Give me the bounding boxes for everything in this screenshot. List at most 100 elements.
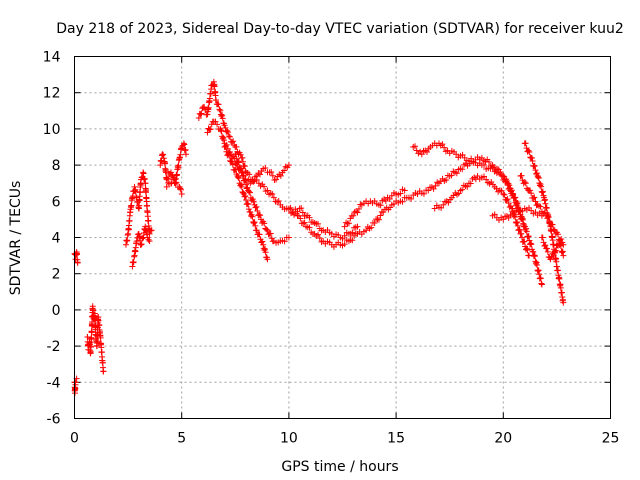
data-point-marker — [501, 191, 508, 198]
data-point-marker — [221, 122, 228, 129]
data-point-marker — [268, 169, 275, 176]
data-point-marker — [354, 209, 361, 216]
data-point-marker — [537, 203, 544, 210]
data-point-marker — [239, 158, 246, 165]
data-point-marker — [500, 191, 507, 198]
data-point-marker — [557, 242, 564, 249]
data-point-marker — [560, 252, 567, 259]
data-point-marker — [273, 176, 280, 183]
data-point-marker — [530, 195, 537, 202]
data-point-marker — [250, 178, 257, 185]
data-point-marker — [522, 180, 529, 187]
data-point-marker — [133, 238, 140, 245]
data-point-marker — [538, 281, 545, 288]
data-point-marker — [514, 219, 521, 226]
data-point-marker — [531, 162, 538, 169]
data-point-marker — [217, 127, 224, 134]
data-point-marker — [432, 182, 439, 189]
data-point-marker — [229, 139, 236, 146]
data-point-marker — [195, 115, 202, 122]
x-tick-label: 0 — [70, 431, 79, 447]
data-point-marker — [254, 208, 261, 215]
data-point-marker — [528, 241, 535, 248]
data-point-marker — [519, 215, 526, 222]
data-point-marker — [136, 202, 143, 209]
data-point-marker — [514, 203, 521, 210]
data-point-marker — [371, 220, 378, 227]
data-point-marker — [225, 133, 232, 140]
data-point-marker — [160, 151, 167, 158]
y-tick-label: -6 — [47, 412, 61, 428]
data-point-marker — [177, 185, 184, 192]
data-point-marker — [146, 230, 153, 237]
data-point-marker — [245, 201, 252, 208]
data-point-marker — [500, 216, 507, 223]
data-point-marker — [501, 173, 508, 180]
data-point-marker — [246, 188, 253, 195]
data-point-marker — [483, 176, 490, 183]
data-point-marker — [256, 171, 263, 178]
data-point-marker — [235, 175, 242, 182]
data-point-marker — [205, 104, 212, 111]
data-point-marker — [237, 151, 244, 158]
data-point-marker — [550, 252, 557, 259]
data-point-marker — [207, 126, 214, 133]
y-tick-label: 14 — [43, 50, 61, 66]
y-tick-label: 6 — [52, 194, 61, 210]
y-axis-label: SDTVAR / TECUs — [8, 181, 24, 296]
data-point-marker — [197, 111, 204, 118]
x-tick-label: 5 — [177, 431, 186, 447]
data-point-marker — [145, 236, 152, 243]
data-point-marker — [264, 187, 271, 194]
data-point-marker — [219, 135, 226, 142]
data-point-marker — [300, 220, 307, 227]
data-point-marker — [238, 183, 245, 190]
data-point-marker — [522, 246, 529, 253]
data-point-marker — [355, 205, 362, 212]
data-point-marker — [299, 209, 306, 216]
data-point-marker — [453, 151, 460, 158]
data-point-marker — [177, 186, 184, 193]
data-point-marker — [219, 112, 226, 119]
data-point-marker — [491, 164, 498, 171]
data-point-marker — [247, 209, 254, 216]
data-point-marker — [349, 229, 356, 236]
chart-title: Day 218 of 2023, Sidereal Day-to-day VTE… — [56, 21, 624, 37]
data-point-marker — [535, 174, 542, 181]
data-point-marker — [178, 191, 185, 198]
data-point-marker — [513, 202, 520, 209]
data-point-marker — [160, 155, 167, 162]
data-point-marker — [224, 127, 231, 134]
y-tick-label: 4 — [52, 231, 61, 247]
data-point-marker — [245, 176, 252, 183]
data-point-marker — [521, 223, 528, 230]
y-tick-label: 2 — [52, 267, 61, 283]
data-point-marker — [177, 151, 184, 158]
data-point-marker — [525, 147, 532, 154]
data-point-marker — [242, 192, 249, 199]
data-point-marker — [535, 267, 542, 274]
data-point-marker — [225, 151, 232, 158]
data-point-marker — [253, 203, 260, 210]
data-point-marker — [510, 191, 517, 198]
data-point-marker — [375, 216, 382, 223]
data-point-marker — [455, 190, 462, 197]
data-point-marker — [214, 121, 221, 128]
data-point-marker — [528, 190, 535, 197]
data-point-marker — [507, 185, 514, 192]
data-point-marker — [448, 172, 455, 179]
data-point-marker — [408, 195, 415, 202]
data-point-marker — [536, 182, 543, 189]
data-point-marker — [277, 172, 284, 179]
data-point-marker — [230, 138, 237, 145]
data-point-marker — [74, 251, 81, 258]
data-point-marker — [248, 212, 255, 219]
data-point-marker — [198, 110, 205, 117]
x-tick-label: 10 — [280, 431, 298, 447]
y-tick-label: 12 — [43, 86, 61, 102]
data-point-marker — [100, 368, 107, 375]
data-point-marker — [443, 176, 450, 183]
data-point-marker — [215, 101, 222, 108]
data-point-marker — [420, 190, 427, 197]
data-point-marker — [259, 238, 266, 245]
